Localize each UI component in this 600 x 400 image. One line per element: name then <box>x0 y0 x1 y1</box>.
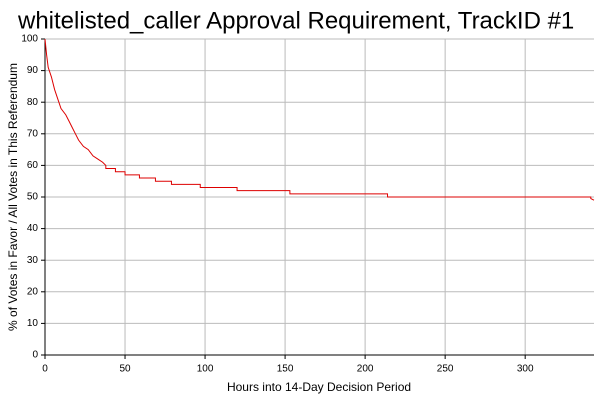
y-tick-label: 90 <box>27 65 39 76</box>
y-axis-label: % of Votes in Favor / All Votes in This … <box>6 63 20 331</box>
x-tick-label: 150 <box>277 364 294 375</box>
x-tick-label: 50 <box>119 364 131 375</box>
chart-title: whitelisted_caller Approval Requirement,… <box>17 7 574 34</box>
y-tick-label: 50 <box>27 192 39 203</box>
y-tick-label: 100 <box>21 34 38 45</box>
y-tick-label: 30 <box>27 255 39 266</box>
x-tick-label: 0 <box>42 364 48 375</box>
y-tick-label: 0 <box>32 350 38 361</box>
y-tick-label: 40 <box>27 223 39 234</box>
x-tick-label: 200 <box>357 364 374 375</box>
y-tick-label: 10 <box>27 318 39 329</box>
y-tick-label: 20 <box>27 286 39 297</box>
y-tick-label: 80 <box>27 97 39 108</box>
x-tick-label: 300 <box>517 364 534 375</box>
x-tick-label: 100 <box>197 364 214 375</box>
y-tick-label: 70 <box>27 128 39 139</box>
data-line <box>44 38 595 201</box>
x-tick-label: 250 <box>437 364 454 375</box>
y-tick-label: 60 <box>27 160 39 171</box>
x-axis-label: Hours into 14-Day Decision Period <box>227 380 411 394</box>
